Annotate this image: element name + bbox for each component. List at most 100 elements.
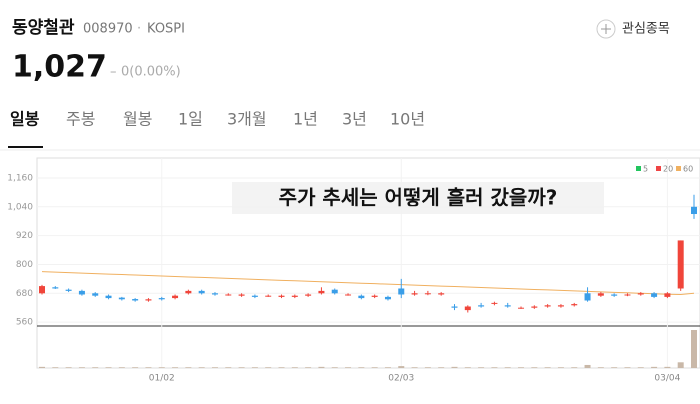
candle-body	[411, 293, 418, 295]
candle-body	[172, 295, 179, 299]
candle-body	[451, 306, 458, 308]
candle-body	[118, 297, 125, 300]
volume-bar	[211, 367, 218, 368]
volume-bar	[52, 367, 59, 368]
volume-bar	[358, 367, 365, 368]
y-tick-label: 680	[16, 289, 33, 299]
candle-body	[424, 293, 431, 295]
legend-swatch	[676, 166, 681, 171]
tab[interactable]: 10년	[390, 110, 425, 129]
candle-body	[398, 288, 405, 295]
candle-body	[584, 293, 591, 301]
x-tick-label: 03/04	[654, 374, 680, 384]
candle-body	[145, 299, 152, 301]
chart-frame	[36, 157, 700, 369]
volume-bar	[464, 367, 471, 368]
candle-body	[238, 294, 245, 296]
volume-bar	[438, 367, 445, 368]
volume-bar	[238, 367, 245, 368]
candle-body	[518, 307, 525, 309]
candle-body	[491, 302, 498, 304]
candle-body	[305, 294, 312, 296]
candle-body	[544, 305, 551, 307]
volume-bar	[544, 367, 551, 368]
tab[interactable]: 3년	[342, 110, 367, 129]
volume-bar	[105, 367, 112, 368]
tab[interactable]: 월봉	[123, 110, 152, 129]
candle-body	[664, 293, 671, 297]
candle-body	[291, 295, 298, 297]
volume-bar	[225, 367, 232, 368]
tab[interactable]: 3개월	[227, 110, 267, 129]
legend-swatch	[656, 166, 661, 171]
volume-bar	[331, 367, 338, 368]
tab[interactable]: 1일	[178, 110, 203, 129]
candle-body	[438, 293, 445, 295]
volume-bar	[318, 366, 325, 368]
volume-bar	[597, 367, 604, 368]
volume-bar	[384, 367, 391, 368]
volume-bar	[398, 366, 405, 368]
candle-body	[278, 295, 285, 297]
y-tick-label: 1,040	[7, 202, 33, 212]
volume-bar	[172, 367, 179, 368]
volume-bar	[265, 367, 272, 368]
separator: ·	[137, 22, 141, 37]
candle-body	[331, 289, 338, 294]
volume-bar	[185, 367, 192, 368]
change: 0(0.00%)	[121, 65, 181, 80]
price: 1,027	[12, 50, 107, 85]
annotation-bg	[232, 182, 604, 214]
candle-body	[691, 206, 697, 215]
market: KOSPI	[147, 22, 185, 37]
candle-body	[78, 290, 85, 295]
volume-bar	[198, 367, 205, 368]
volume-bar	[491, 367, 498, 368]
volume-bar	[624, 367, 631, 368]
volume-bar	[571, 367, 578, 368]
tab[interactable]: 주봉	[66, 110, 95, 129]
candle-body	[39, 286, 45, 294]
candle-body	[65, 289, 72, 291]
volume-bar	[158, 367, 165, 368]
candle-body	[504, 305, 511, 307]
candle-body	[358, 295, 365, 299]
candle-body	[211, 293, 218, 295]
candle-body	[557, 305, 564, 307]
y-tick-label: 920	[16, 231, 33, 241]
volume-bar	[518, 367, 525, 368]
candle-body	[677, 240, 684, 289]
volume-bar	[531, 367, 538, 368]
tab[interactable]: 1년	[293, 110, 318, 129]
legend-label: 60	[683, 165, 693, 174]
volume-bar	[39, 366, 45, 368]
watch-icon[interactable]	[596, 19, 616, 39]
tab[interactable]: 일봉	[10, 110, 40, 129]
volume-bar	[611, 367, 618, 368]
candle-body	[371, 295, 378, 297]
candle-body	[318, 290, 325, 294]
candle-body	[531, 306, 538, 308]
volume-bar	[677, 362, 684, 368]
candle-body	[158, 298, 165, 300]
volume-bar	[557, 367, 564, 368]
candle-body	[132, 299, 139, 301]
watch-button[interactable]: 관심종목	[622, 22, 670, 37]
volume-bar	[291, 367, 298, 368]
candle-body	[265, 295, 272, 297]
candle-body	[384, 296, 391, 300]
candle-body	[251, 295, 258, 297]
volume-bar	[691, 330, 697, 368]
candle-body	[571, 304, 578, 306]
y-tick-label: 800	[16, 260, 33, 270]
volume-bar	[504, 367, 511, 368]
stock-name: 동양철관	[12, 18, 75, 38]
y-tick-label: 560	[16, 318, 33, 328]
volume-bar	[278, 367, 285, 368]
volume-bar	[584, 364, 591, 368]
volume-bar	[132, 367, 139, 368]
candle-body	[464, 306, 471, 311]
candle-body	[52, 287, 59, 289]
candle-body	[478, 305, 485, 307]
